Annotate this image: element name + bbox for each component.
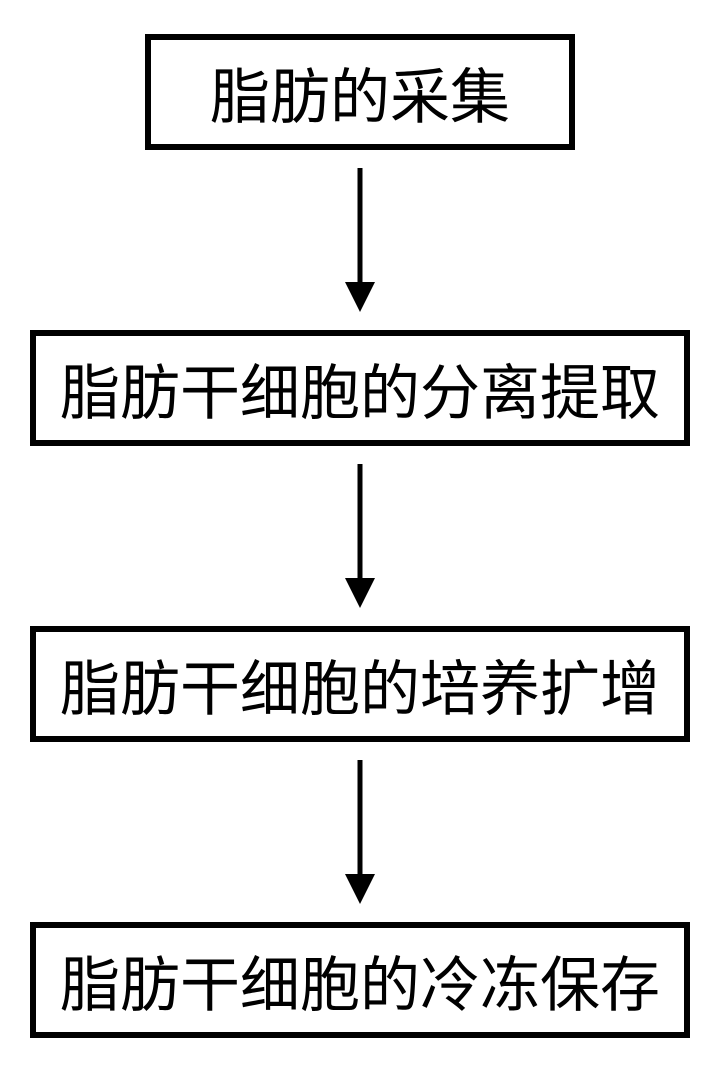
flow-arrow — [343, 462, 377, 610]
flow-node-n2: 脂肪干细胞的分离提取 — [30, 330, 690, 446]
flow-node-label: 脂肪的采集 — [210, 49, 510, 136]
flow-arrow — [343, 166, 377, 314]
flow-node-label: 脂肪干细胞的培养扩增 — [60, 641, 660, 728]
flow-node-label: 脂肪干细胞的冷冻保存 — [60, 937, 660, 1024]
flow-node-label: 脂肪干细胞的分离提取 — [60, 345, 660, 432]
flow-node-n4: 脂肪干细胞的冷冻保存 — [30, 922, 690, 1038]
flowchart-canvas: 脂肪的采集脂肪干细胞的分离提取脂肪干细胞的培养扩增脂肪干细胞的冷冻保存 — [0, 0, 717, 1087]
flow-arrow — [343, 758, 377, 906]
flow-node-n3: 脂肪干细胞的培养扩增 — [30, 626, 690, 742]
flow-node-n1: 脂肪的采集 — [145, 34, 575, 150]
